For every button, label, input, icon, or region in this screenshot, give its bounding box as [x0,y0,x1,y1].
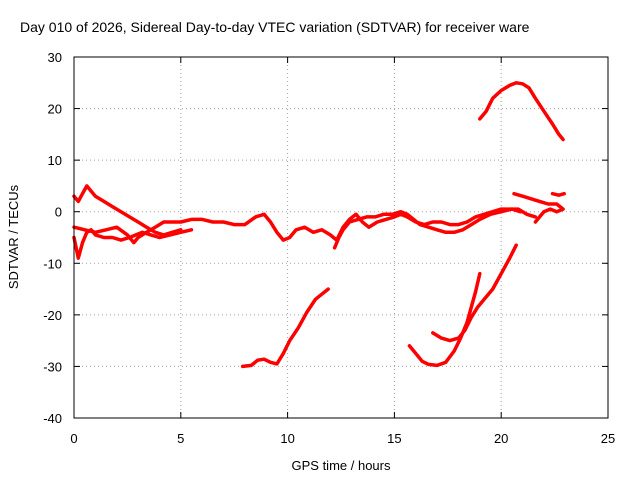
series-line-track-1 [72,228,194,260]
x-tick-label: 20 [494,431,508,446]
y-tick-label: 10 [48,153,62,168]
series-line-track-4 [332,207,523,250]
x-tick-label: 10 [280,431,294,446]
x-axis-label: GPS time / hours [292,458,391,473]
series-line-track-7 [478,81,565,142]
plot-frame [73,56,609,419]
series-line-track-6 [550,191,566,197]
x-tick-label: 5 [177,431,184,446]
series-line-track-10 [431,243,518,343]
y-tick-label: -40 [43,411,62,426]
y-axis-label: SDTVAR / TECUs [6,184,21,289]
y-tick-label: -10 [43,256,62,271]
series-line-track-2 [72,184,183,237]
series-line-track-8 [240,287,330,369]
y-tick-label: -20 [43,308,62,323]
series-line-track-3 [72,207,538,245]
series-line-track-9 [407,271,482,368]
chart-title: Day 010 of 2026, Sidereal Day-to-day VTE… [20,19,530,35]
y-tick-label: -30 [43,359,62,374]
ticks: 0 5 10 15 20 25 -40 -30 -20 -10 0 10 20 30 [43,50,615,446]
y-tick-label: 0 [55,205,62,220]
series-group [72,81,566,369]
x-tick-label: 0 [70,431,77,446]
y-tick-label: 30 [48,50,62,65]
series-line-track-5 [512,191,565,224]
x-tick-label: 15 [387,431,401,446]
x-tick-label: 25 [601,431,615,446]
y-tick-label: 20 [48,102,62,117]
